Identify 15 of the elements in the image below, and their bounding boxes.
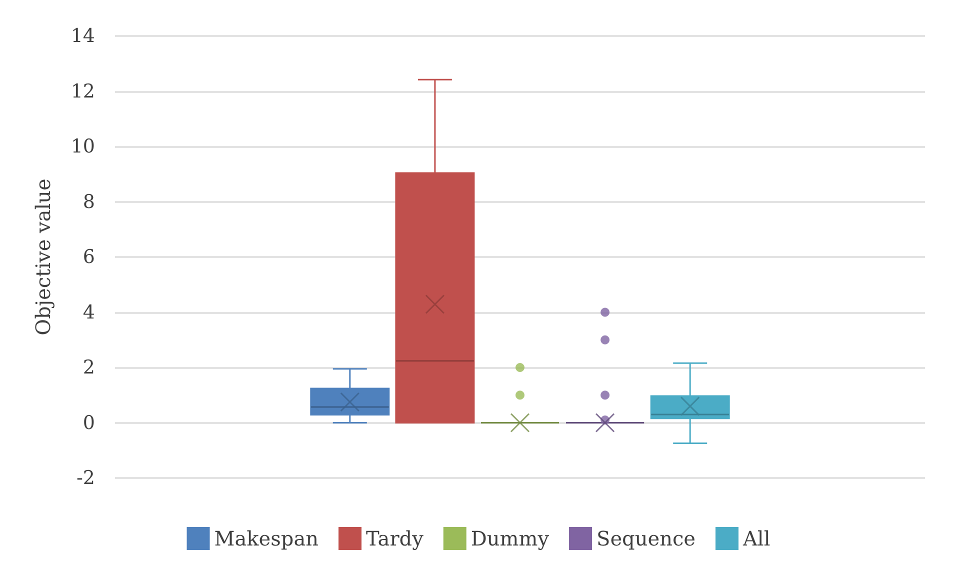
y-tick-label: 8 <box>82 190 95 213</box>
legend-label: Makespan <box>214 526 319 550</box>
y-tick-label: 0 <box>82 412 95 434</box>
legend-label: Tardy <box>366 526 424 550</box>
y-axis-title: Objective value <box>31 178 55 336</box>
y-tick-label: 4 <box>82 301 95 324</box>
y-tick-label: 14 <box>70 25 95 47</box>
y-tick-label: 6 <box>82 246 95 268</box>
legend-label: All <box>742 526 770 550</box>
y-tick-label: -2 <box>76 467 95 489</box>
y-tick-label: 12 <box>70 80 95 102</box>
legend-label: Dummy <box>470 526 550 550</box>
y-tick-label: 2 <box>82 356 95 378</box>
y-tick-label: 10 <box>70 136 95 158</box>
legend-label: Sequence <box>596 526 696 550</box>
